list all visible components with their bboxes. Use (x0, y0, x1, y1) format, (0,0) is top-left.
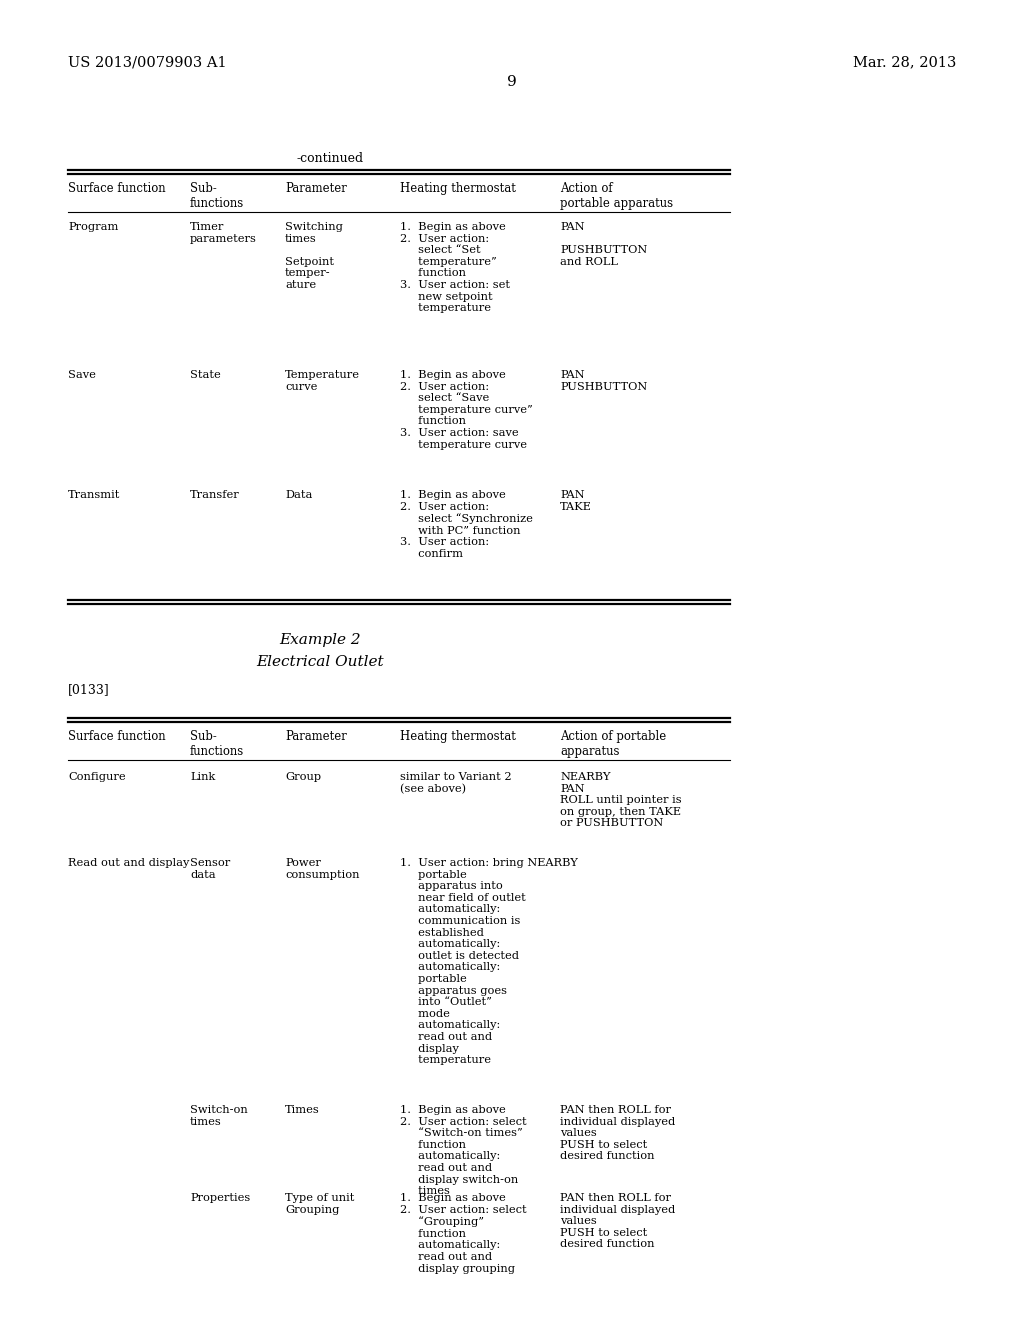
Text: Data: Data (285, 490, 312, 500)
Text: Switching
times

Setpoint
temper-
ature: Switching times Setpoint temper- ature (285, 222, 343, 290)
Text: similar to Variant 2
(see above): similar to Variant 2 (see above) (400, 772, 512, 793)
Text: Parameter: Parameter (285, 182, 347, 195)
Text: Transmit: Transmit (68, 490, 121, 500)
Text: Link: Link (190, 772, 215, 781)
Text: [0133]: [0133] (68, 682, 110, 696)
Text: State: State (190, 370, 221, 380)
Text: NEARBY
PAN
ROLL until pointer is
on group, then TAKE
or PUSHBUTTON: NEARBY PAN ROLL until pointer is on grou… (560, 772, 682, 829)
Text: 9: 9 (507, 75, 517, 88)
Text: Properties: Properties (190, 1193, 250, 1203)
Text: Sub-
functions: Sub- functions (190, 182, 245, 210)
Text: 1.  Begin as above
2.  User action: select
     “Switch-on times”
     function
: 1. Begin as above 2. User action: select… (400, 1105, 526, 1196)
Text: Switch-on
times: Switch-on times (190, 1105, 248, 1126)
Text: PAN
TAKE: PAN TAKE (560, 490, 592, 512)
Text: Read out and display: Read out and display (68, 858, 189, 869)
Text: Sub-
functions: Sub- functions (190, 730, 245, 758)
Text: Transfer: Transfer (190, 490, 240, 500)
Text: Configure: Configure (68, 772, 126, 781)
Text: 1.  Begin as above
2.  User action:
     select “Save
     temperature curve”
  : 1. Begin as above 2. User action: select… (400, 370, 532, 450)
Text: Times: Times (285, 1105, 319, 1115)
Text: Heating thermostat: Heating thermostat (400, 730, 516, 743)
Text: Electrical Outlet: Electrical Outlet (256, 655, 384, 669)
Text: PAN then ROLL for
individual displayed
values
PUSH to select
desired function: PAN then ROLL for individual displayed v… (560, 1193, 675, 1250)
Text: US 2013/0079903 A1: US 2013/0079903 A1 (68, 55, 226, 69)
Text: Program: Program (68, 222, 119, 232)
Text: PAN

PUSHBUTTON
and ROLL: PAN PUSHBUTTON and ROLL (560, 222, 647, 267)
Text: Surface function: Surface function (68, 730, 166, 743)
Text: 1.  Begin as above
2.  User action: select
     “Grouping”
     function
     au: 1. Begin as above 2. User action: select… (400, 1193, 526, 1274)
Text: Mar. 28, 2013: Mar. 28, 2013 (853, 55, 956, 69)
Text: Surface function: Surface function (68, 182, 166, 195)
Text: Power
consumption: Power consumption (285, 858, 359, 879)
Text: Heating thermostat: Heating thermostat (400, 182, 516, 195)
Text: PAN
PUSHBUTTON: PAN PUSHBUTTON (560, 370, 647, 392)
Text: 1.  Begin as above
2.  User action:
     select “Set
     temperature”
     func: 1. Begin as above 2. User action: select… (400, 222, 510, 313)
Text: PAN then ROLL for
individual displayed
values
PUSH to select
desired function: PAN then ROLL for individual displayed v… (560, 1105, 675, 1162)
Text: 1.  User action: bring NEARBY
     portable
     apparatus into
     near field : 1. User action: bring NEARBY portable ap… (400, 858, 578, 1065)
Text: Timer
parameters: Timer parameters (190, 222, 257, 244)
Text: Temperature
curve: Temperature curve (285, 370, 360, 392)
Text: Sensor
data: Sensor data (190, 858, 230, 879)
Text: Action of portable
apparatus: Action of portable apparatus (560, 730, 667, 758)
Text: Parameter: Parameter (285, 730, 347, 743)
Text: Action of
portable apparatus: Action of portable apparatus (560, 182, 673, 210)
Text: Example 2: Example 2 (280, 634, 360, 647)
Text: Save: Save (68, 370, 96, 380)
Text: 1.  Begin as above
2.  User action:
     select “Synchronize
     with PC” funct: 1. Begin as above 2. User action: select… (400, 490, 532, 558)
Text: Type of unit
Grouping: Type of unit Grouping (285, 1193, 354, 1214)
Text: Group: Group (285, 772, 322, 781)
Text: -continued: -continued (296, 152, 364, 165)
